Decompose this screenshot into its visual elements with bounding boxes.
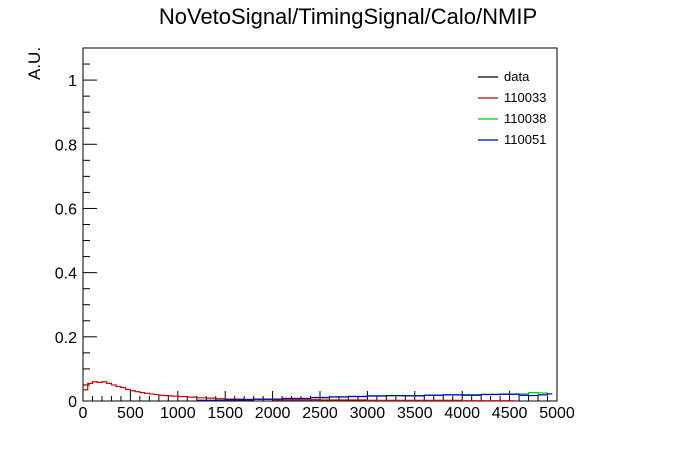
legend-label: 110033 (504, 90, 546, 105)
x-tick-label: 5000 (539, 405, 575, 422)
x-tick-label: 4500 (492, 405, 528, 422)
x-tick-label: 4000 (444, 405, 480, 422)
y-tick-label: 0.4 (55, 266, 77, 283)
legend-label: 110051 (504, 132, 546, 147)
x-tick-label: 2000 (255, 405, 291, 422)
y-tick-label: 0.6 (55, 201, 77, 218)
x-tick-label: 1000 (160, 405, 196, 422)
series-group (83, 381, 553, 402)
legend: data 110033 110038 110051 (478, 69, 546, 147)
x-tick-label: 2500 (302, 405, 338, 422)
axis-ticks: 0 500 1000 1500 2000 2500 3000 3500 4000 4500 5000… (55, 47, 575, 422)
x-tick-label: 0 (79, 405, 88, 422)
x-tick-label: 3500 (397, 405, 433, 422)
legend-label: data (504, 69, 530, 84)
chart-title: NoVetoSignal/TimingSignal/Calo/NMIP (159, 4, 537, 29)
legend-label: 110038 (504, 111, 546, 126)
x-tick-label: 1500 (207, 405, 243, 422)
y-axis-label: A.U. (25, 47, 44, 80)
x-tick-label: 3000 (350, 405, 386, 422)
x-tick-label: 500 (117, 405, 144, 422)
y-tick-label: 0.2 (55, 330, 77, 347)
series-line-110051 (196, 393, 553, 401)
y-tick-label: 1 (68, 73, 77, 90)
y-tick-label: 0 (68, 394, 77, 411)
y-tick-label: 0.8 (55, 137, 77, 154)
plot-frame (82, 47, 558, 402)
